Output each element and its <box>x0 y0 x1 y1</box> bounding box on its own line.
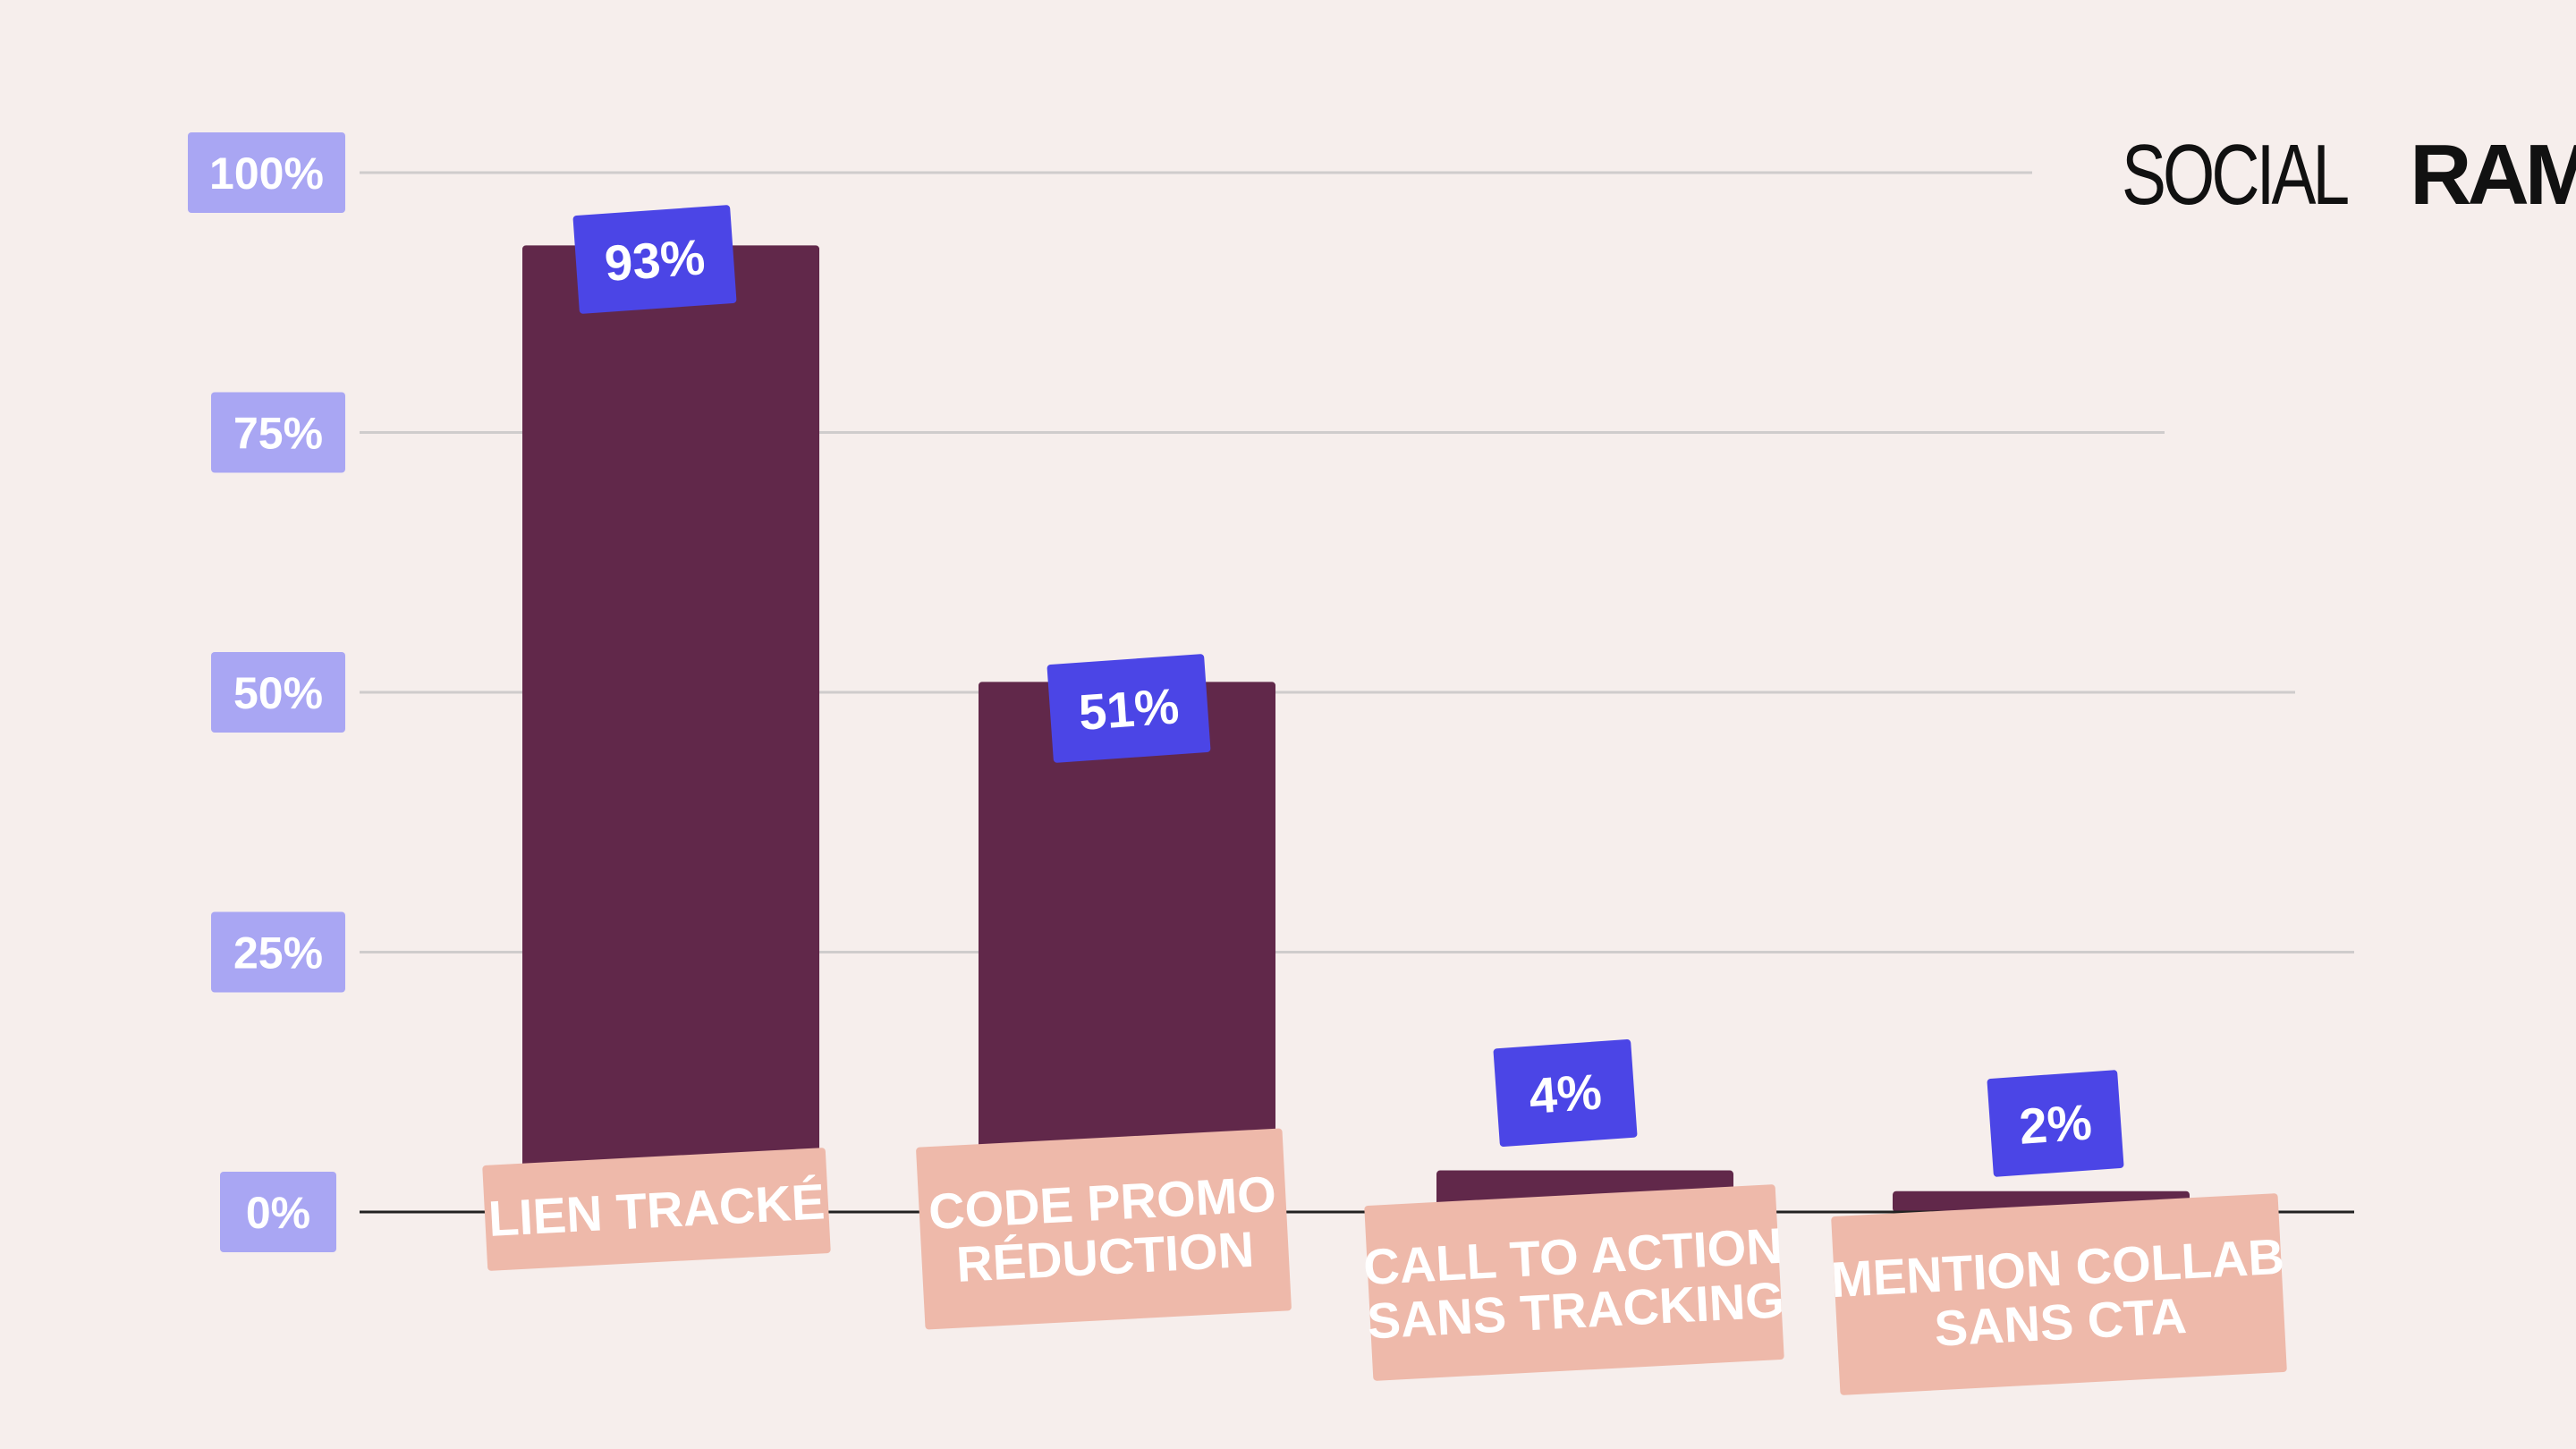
brand-logo-part2: RAMA <box>2410 127 2576 223</box>
value-label-bg <box>1046 654 1211 763</box>
y-tick-label-text: 50% <box>233 668 323 718</box>
value-label: 4% <box>1493 1039 1638 1147</box>
category-label-bg <box>1364 1184 1784 1381</box>
y-tick-label: 25% <box>211 911 345 993</box>
y-tick-label-bg <box>220 1172 336 1252</box>
category-label-text: SANS CTA <box>1933 1287 2188 1357</box>
y-tick-label-text: 75% <box>233 409 323 459</box>
bar <box>979 682 1275 1212</box>
y-tick-label: 0% <box>220 1172 336 1252</box>
value-label: 93% <box>572 205 737 314</box>
category-label-bg <box>916 1128 1292 1330</box>
category-label: LIEN TRACKÉ <box>482 1148 831 1271</box>
y-tick-label-text: 100% <box>209 148 324 199</box>
y-tick-label-text: 0% <box>246 1188 310 1238</box>
value-label-text: 4% <box>1527 1063 1603 1123</box>
value-label-text: 93% <box>603 228 707 292</box>
brand-logo-part1: SOCIAL <box>2122 127 2350 223</box>
y-tick-label-bg <box>211 652 345 733</box>
category-label-bg <box>1831 1193 2287 1395</box>
value-label-bg <box>1493 1039 1638 1147</box>
value-label: 2% <box>1987 1070 2124 1177</box>
y-tick-label-bg <box>188 132 345 213</box>
y-tick-label-bg <box>211 392 345 473</box>
value-label-bg <box>572 205 737 314</box>
y-tick-label-bg <box>211 911 345 993</box>
brand-logo: SOCIALRAMA <box>2122 132 2576 218</box>
value-label: 51% <box>1046 654 1211 763</box>
value-label-text: 51% <box>1077 677 1181 741</box>
bar <box>522 245 819 1213</box>
y-tick-label: 50% <box>211 652 345 733</box>
y-tick-label: 75% <box>211 392 345 473</box>
y-tick-label: 100% <box>188 132 345 213</box>
value-label-text: 2% <box>2017 1093 2093 1154</box>
y-tick-label-text: 25% <box>233 928 323 979</box>
value-label-bg <box>1987 1070 2124 1177</box>
category-label-bg <box>482 1148 831 1271</box>
